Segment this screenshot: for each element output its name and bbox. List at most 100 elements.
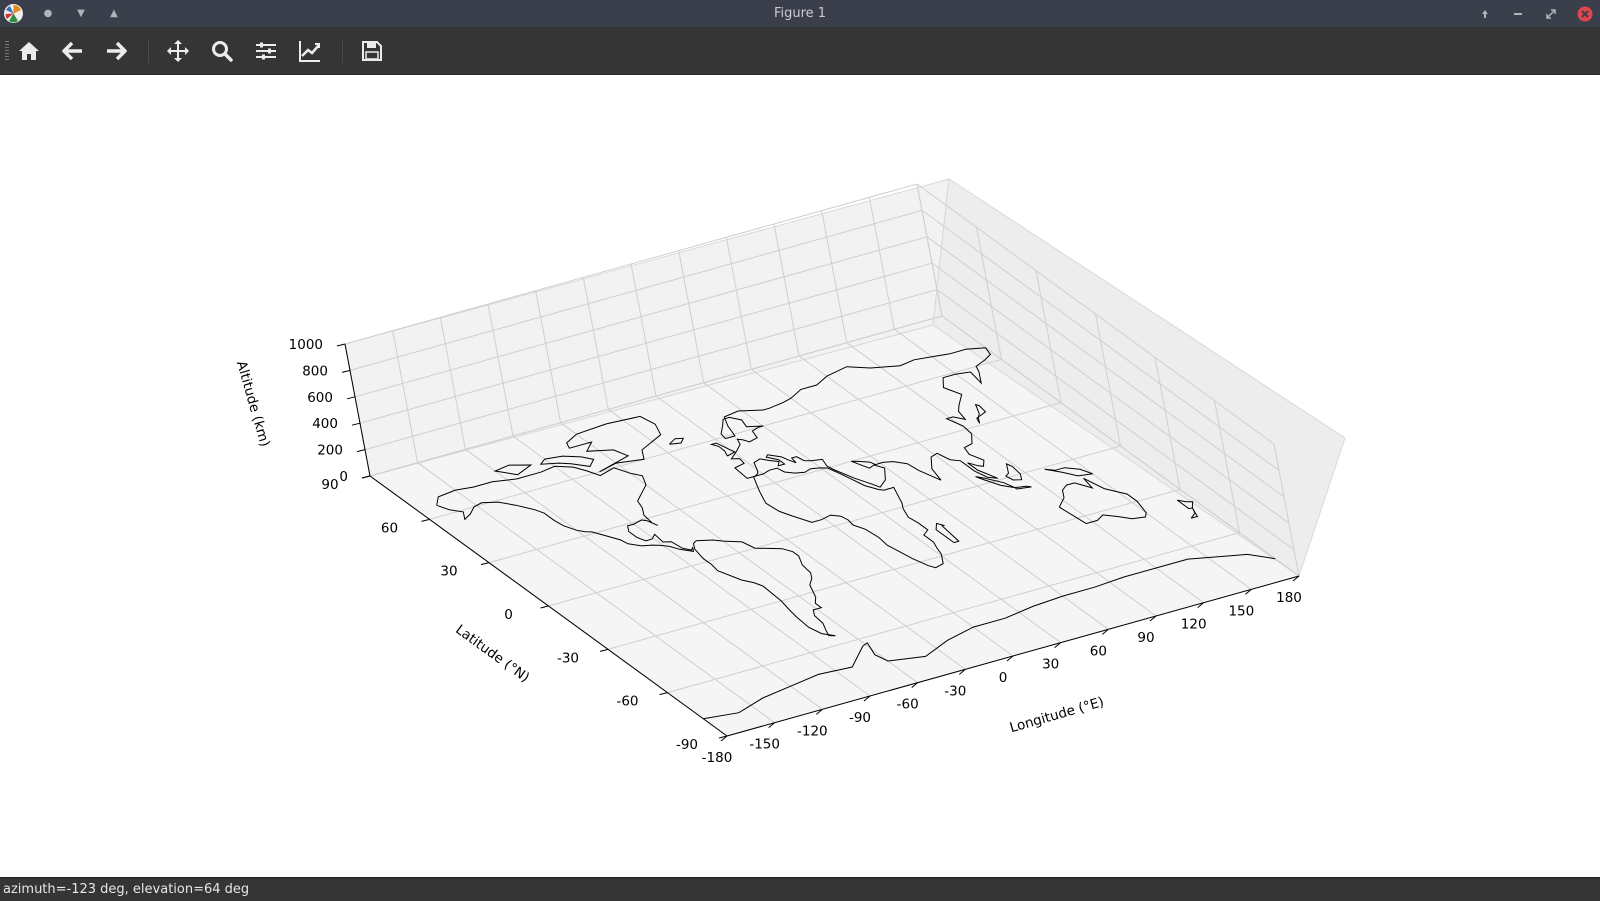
window-dot-button[interactable]: ● bbox=[43, 8, 53, 19]
gridline-z bbox=[369, 315, 943, 477]
pan-button[interactable] bbox=[161, 35, 195, 67]
x-tick bbox=[863, 695, 871, 702]
gridline-z bbox=[359, 262, 933, 424]
coastline-path bbox=[1190, 507, 1199, 519]
coastline-path bbox=[1005, 463, 1023, 481]
window-titlebar: ● ▼ ▲ Figure 1 bbox=[0, 0, 1600, 27]
x-tick-label: 60 bbox=[1090, 643, 1107, 659]
gridline-z bbox=[349, 209, 923, 371]
gridline-x bbox=[773, 223, 800, 357]
y-tick-label: 0 bbox=[504, 607, 513, 623]
app-logo-icon bbox=[4, 4, 23, 23]
save-button[interactable] bbox=[355, 35, 389, 67]
z-tick-labels: 0 200 400 600 800 1000 bbox=[289, 337, 348, 485]
forward-button[interactable] bbox=[99, 35, 133, 67]
gridline-y bbox=[976, 227, 1002, 360]
y-tick-label: 90 bbox=[321, 477, 338, 493]
coastlines bbox=[436, 347, 1276, 720]
x-tick bbox=[1149, 615, 1157, 622]
gridline-y bbox=[429, 358, 1002, 520]
z-tick bbox=[336, 343, 346, 347]
gridline-z bbox=[364, 289, 938, 451]
minimize-button[interactable] bbox=[1503, 0, 1533, 27]
coastline-path bbox=[1014, 485, 1032, 490]
zoom-button[interactable] bbox=[205, 35, 239, 67]
gridline-y bbox=[1154, 357, 1181, 490]
gridline-y bbox=[1035, 270, 1062, 403]
gridline-z bbox=[926, 236, 1285, 498]
coastline-path bbox=[1058, 477, 1147, 525]
z-axis-line bbox=[344, 343, 371, 477]
gridline-x bbox=[630, 263, 657, 397]
gridline-y bbox=[1214, 400, 1240, 533]
close-icon bbox=[1577, 6, 1593, 21]
y-tick bbox=[599, 648, 609, 652]
x-tick bbox=[1054, 642, 1061, 649]
z-tick-label: 400 bbox=[312, 416, 338, 432]
x-tick bbox=[720, 735, 728, 742]
home-icon bbox=[19, 42, 39, 60]
gridline-z bbox=[916, 183, 1275, 445]
gridline-y bbox=[548, 445, 1121, 607]
axis-lines bbox=[336, 343, 1300, 742]
status-text: azimuth=-123 deg, elevation=64 deg bbox=[3, 882, 250, 897]
save-icon bbox=[362, 41, 382, 61]
home-button[interactable] bbox=[12, 35, 46, 67]
gridline-x bbox=[582, 277, 609, 410]
status-bar: azimuth=-123 deg, elevation=64 deg bbox=[0, 877, 1600, 901]
figure-canvas[interactable]: -180 -150 -120 -90 -60 -30 0 30 60 90 120 150 180 -9… bbox=[0, 75, 1600, 875]
edit-axis-icon bbox=[299, 41, 320, 62]
y-tick-labels: -90 -60 -30 0 30 60 90 bbox=[321, 477, 698, 753]
gridline-y bbox=[1273, 443, 1300, 577]
x-tick-label: -90 bbox=[849, 710, 871, 726]
minimize-icon bbox=[1514, 12, 1522, 15]
coastline-path bbox=[692, 539, 836, 637]
y-tick bbox=[659, 692, 668, 696]
gridline-x bbox=[535, 290, 562, 423]
coastline-path bbox=[436, 465, 695, 553]
z-tick-label: 800 bbox=[302, 363, 328, 379]
x-tick-labels: -180 -150 -120 -90 -60 -30 0 30 60 90 120 150 180 bbox=[702, 590, 1302, 766]
x-axis-label: Longitude (°E) bbox=[1008, 694, 1106, 736]
z-tick-label: 600 bbox=[307, 390, 333, 406]
back-button[interactable] bbox=[56, 35, 90, 67]
x-tick-label: 180 bbox=[1276, 590, 1302, 606]
coastline-path bbox=[539, 455, 595, 467]
edit-axis-button[interactable] bbox=[293, 35, 327, 67]
z-tick bbox=[356, 449, 366, 453]
maximize-button[interactable] bbox=[1536, 0, 1566, 27]
toolbar-grip[interactable] bbox=[5, 41, 9, 61]
navigation-toolbar bbox=[0, 27, 1600, 75]
y-axis-label: Latitude (°N) bbox=[452, 622, 532, 686]
gridline-z bbox=[354, 236, 928, 398]
z-tick bbox=[346, 396, 356, 400]
forward-arrow-icon bbox=[107, 41, 127, 61]
window-shade-up-button[interactable]: ▲ bbox=[110, 8, 118, 19]
x-tick bbox=[1245, 588, 1252, 595]
y-tick-label: 30 bbox=[440, 564, 457, 580]
gridline-y bbox=[607, 488, 1181, 650]
gridline-z bbox=[931, 262, 1290, 524]
y-tick-label: -90 bbox=[676, 737, 698, 753]
y-tick bbox=[480, 562, 490, 566]
z-tick bbox=[341, 369, 351, 373]
x-tick-label: -150 bbox=[749, 737, 780, 753]
x-tick-label: 0 bbox=[999, 670, 1008, 686]
coastline-path bbox=[669, 437, 685, 445]
y-tick bbox=[540, 605, 549, 609]
window-shade-down-button[interactable]: ▼ bbox=[77, 8, 85, 19]
x-tick-label: -180 bbox=[702, 750, 733, 766]
x-tick bbox=[911, 682, 918, 689]
gridline-x bbox=[487, 303, 514, 437]
coastline-path bbox=[974, 403, 987, 424]
coastline-path bbox=[935, 522, 960, 544]
x-tick-label: 120 bbox=[1181, 617, 1207, 633]
coastline-path bbox=[752, 467, 944, 569]
close-button[interactable] bbox=[1570, 0, 1600, 27]
y-tick bbox=[421, 518, 430, 522]
configure-subplots-button[interactable] bbox=[249, 35, 283, 67]
3d-axes[interactable]: -180 -150 -120 -90 -60 -30 0 30 60 90 120 150 180 -9… bbox=[0, 75, 1600, 875]
keep-above-button[interactable] bbox=[1470, 0, 1500, 27]
x-tick-label: 150 bbox=[1228, 603, 1254, 619]
x-tick bbox=[1102, 628, 1109, 635]
